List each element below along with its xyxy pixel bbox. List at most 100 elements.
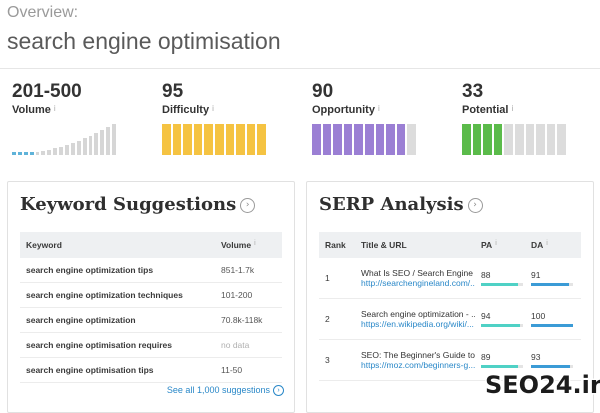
metric-segment — [504, 124, 513, 155]
metric-segment — [354, 124, 363, 155]
volume-bar — [65, 145, 69, 155]
da-bar-fill — [531, 283, 570, 286]
metric-opportunity-value: 90 — [312, 81, 334, 102]
metric-segment — [483, 124, 492, 155]
pa-value: 94 — [481, 311, 491, 321]
chevron-right-circle-icon[interactable]: › — [467, 197, 483, 213]
column-header-pa[interactable]: PA i — [480, 232, 530, 258]
table-header-row: Rank Title & URL PA i DA i — [319, 232, 581, 258]
pa-cell: 94 — [480, 298, 530, 340]
volume-bar — [59, 147, 64, 155]
metric-segment — [536, 124, 545, 155]
serp-url-link[interactable]: https://moz.com/beginners-g... — [361, 360, 475, 370]
table-header-row: Keyword Volume i — [20, 232, 282, 258]
title-url-cell: SEO: The Beginner's Guide to... https://m… — [360, 339, 480, 381]
volume-bar — [35, 152, 40, 155]
serp-title-link[interactable]: SEO: The Beginner's Guide to... — [361, 350, 475, 360]
info-icon[interactable]: i — [254, 240, 256, 247]
svg-text:SEO24.ir: SEO24.ir — [485, 371, 600, 399]
da-bar-fill — [531, 324, 573, 327]
pa-bar — [481, 324, 523, 327]
metric-segment — [472, 124, 482, 155]
metric-segment — [214, 124, 224, 155]
metric-volume-label-wrap: Volume i — [12, 104, 152, 116]
rank-cell: 3 — [319, 339, 360, 381]
volume-cell: 70.8k-118k — [220, 307, 282, 333]
volume-cell: 851-1.7k — [220, 258, 282, 283]
chevron-right-circle-icon[interactable]: › — [240, 197, 256, 213]
volume-bar — [53, 148, 58, 155]
info-icon[interactable]: i — [546, 240, 548, 247]
serp-url-link[interactable]: http://searchengineland.com/... — [361, 278, 475, 288]
serp-title-link[interactable]: What Is SEO / Search Engine ... — [361, 268, 475, 278]
keyword-suggestions-card: Keyword Suggestions › Keyword Volume i sea… — [7, 181, 295, 413]
serp-url-link[interactable]: https://en.wikipedia.org/wiki/... — [361, 319, 474, 329]
pa-value: 89 — [481, 352, 491, 362]
volume-bars — [12, 124, 117, 155]
volume-bar — [12, 152, 16, 155]
see-all-suggestions-link[interactable]: See all 1,000 suggestions › — [167, 385, 284, 397]
serp-analysis-title: SERP Analysis — [319, 194, 464, 215]
info-icon[interactable]: i — [53, 104, 56, 113]
serp-table-body: 1 What Is SEO / Search Engine ... http://… — [319, 258, 581, 381]
volume-bar — [47, 150, 52, 155]
column-header-da-label: DA — [531, 240, 544, 250]
keyword-cell[interactable]: search engine optimization — [20, 307, 220, 333]
keyword-title: search engine optimisation — [7, 28, 281, 54]
metric-potential-label: Potential — [462, 104, 509, 116]
pa-cell: 88 — [480, 258, 530, 299]
pa-cell: 89 — [480, 339, 530, 381]
volume-cell: 101-200 — [220, 282, 282, 308]
column-header-da[interactable]: DA i — [530, 232, 581, 258]
column-header-title-url[interactable]: Title & URL — [360, 232, 480, 258]
metric-opportunity-label: Opportunity — [312, 104, 375, 116]
table-row[interactable]: search engine optimisation tips 11-50 — [20, 357, 282, 383]
serp-title-link[interactable]: Search engine optimization - ... — [361, 309, 475, 319]
table-row[interactable]: 1 What Is SEO / Search Engine ... http://… — [319, 258, 581, 299]
column-header-volume[interactable]: Volume i — [220, 232, 282, 258]
metric-segment — [525, 124, 535, 155]
info-icon[interactable]: i — [495, 240, 497, 247]
keyword-cell[interactable]: search engine optimization tips — [20, 258, 220, 283]
overview-label: Overview: — [7, 4, 79, 21]
volume-bar — [17, 152, 22, 155]
info-icon[interactable]: i — [377, 104, 380, 113]
column-header-keyword[interactable]: Keyword — [20, 232, 220, 258]
title-url-cell: Search engine optimization - ... https://… — [360, 298, 480, 340]
volume-bar — [94, 133, 99, 155]
volume-bar — [70, 143, 75, 155]
pa-bar-fill — [481, 324, 521, 327]
volume-bar — [23, 152, 28, 155]
pa-bar-fill — [481, 283, 518, 286]
da-bar — [531, 365, 573, 368]
volume-bar — [41, 151, 46, 155]
table-row[interactable]: search engine optimization tips 851-1.7k — [20, 258, 282, 283]
keyword-cell[interactable]: search engine optimization techniques — [20, 282, 220, 308]
table-row[interactable]: search engine optimization techniques 101… — [20, 282, 282, 308]
metric-opportunity-label-wrap: Opportunity i — [312, 104, 452, 116]
info-icon[interactable]: i — [212, 104, 214, 113]
keyword-cell[interactable]: search engine optimisation tips — [20, 357, 220, 383]
metric-difficulty-label: Difficulty — [162, 104, 210, 116]
info-icon[interactable]: i — [511, 104, 514, 113]
pa-bar — [481, 365, 523, 368]
volume-bar — [82, 138, 87, 155]
da-bar-fill — [531, 365, 571, 368]
metric-potential: 33 Potential i — [462, 80, 600, 160]
metric-volume-value: 201-500 — [12, 81, 82, 102]
keyword-cell[interactable]: search engine optimisation requires — [20, 332, 220, 358]
column-header-rank[interactable]: Rank — [319, 232, 360, 258]
da-bar — [531, 324, 573, 327]
table-row[interactable]: 3 SEO: The Beginner's Guide to... https:/… — [319, 339, 581, 381]
volume-cell: 11-50 — [220, 357, 282, 383]
table-row[interactable]: search engine optimization 70.8k-118k — [20, 307, 282, 333]
keyword-suggestions-heading: Keyword Suggestions › — [20, 194, 256, 215]
metric-segment — [312, 124, 321, 155]
table-row[interactable]: 2 Search engine optimization - ... https:… — [319, 298, 581, 340]
metric-segment — [364, 124, 374, 155]
volume-bar — [29, 152, 34, 155]
column-header-pa-label: PA — [481, 240, 493, 250]
metric-opportunity: 90 Opportunity i — [312, 80, 452, 160]
table-row[interactable]: search engine optimisation requires no da… — [20, 332, 282, 358]
keyword-suggestions-table: Keyword Volume i search engine optimizati… — [20, 232, 282, 383]
